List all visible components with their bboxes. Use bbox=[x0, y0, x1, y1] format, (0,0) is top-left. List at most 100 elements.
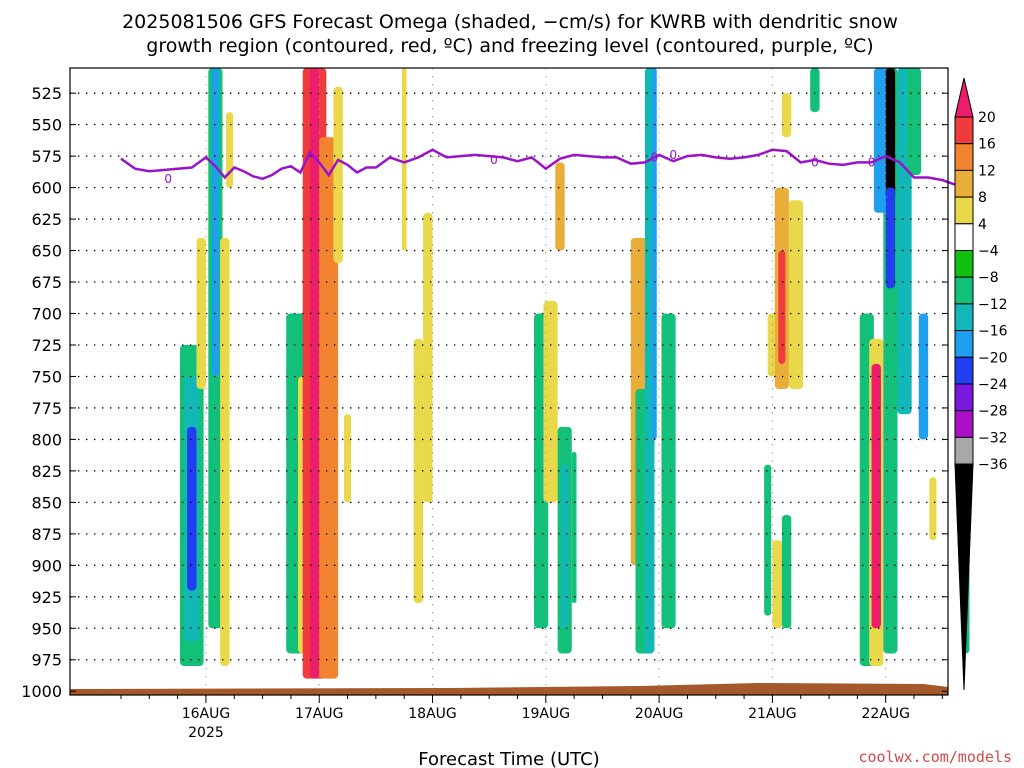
colorbar-segment-12 bbox=[954, 410, 974, 438]
omega-cell-37 bbox=[810, 68, 820, 113]
omega-cell-32 bbox=[788, 200, 804, 390]
freezing-level-label-0: 0 bbox=[164, 172, 172, 186]
omega-cell-28 bbox=[661, 313, 676, 629]
omega-cell-17 bbox=[423, 212, 433, 503]
colorbar-segment-5 bbox=[954, 223, 974, 252]
freezing-level-label-3: 0 bbox=[669, 148, 677, 162]
y-tick-label-975: 975 bbox=[31, 651, 62, 670]
omega-cell-35 bbox=[772, 540, 782, 629]
y-tick-label-825: 825 bbox=[31, 462, 62, 481]
y-tick-label-675: 675 bbox=[31, 273, 62, 292]
y-tick-label-950: 950 bbox=[31, 619, 62, 638]
colorbar-label-9: −20 bbox=[978, 350, 1008, 366]
x-axis-title: Forecast Time (UTC) bbox=[418, 749, 599, 768]
omega-cell-12 bbox=[319, 137, 339, 679]
omega-cell-6 bbox=[220, 237, 230, 667]
omega-cell-15 bbox=[401, 68, 407, 251]
colorbar-label-4: 4 bbox=[978, 217, 987, 233]
y-tick-label-925: 925 bbox=[31, 588, 62, 607]
omega-cell-21 bbox=[561, 464, 569, 629]
omega-cell-3 bbox=[196, 237, 206, 390]
x-tick-label-17AUG: 17AUG bbox=[295, 706, 344, 722]
y-tick-label-775: 775 bbox=[31, 399, 62, 418]
x-tick-sublabel-16AUG: 2025 bbox=[188, 725, 224, 741]
y-tick-label-750: 750 bbox=[31, 367, 62, 386]
x-tick-label-16AUG: 16AUG bbox=[182, 706, 231, 722]
y-tick-label-900: 900 bbox=[31, 556, 62, 575]
plot-frame bbox=[69, 67, 949, 696]
pressure-axis: 525 550 575 600 625 650 675 700 725 750 775 800 825 8… bbox=[21, 84, 948, 701]
colorbar-segment-1 bbox=[954, 116, 974, 145]
colorbar-segment-8 bbox=[954, 303, 974, 332]
omega-shading bbox=[179, 68, 970, 679]
omega-cell-2 bbox=[187, 426, 197, 591]
colorbar-label-8: −16 bbox=[978, 324, 1008, 340]
colorbar-segment-6 bbox=[954, 250, 974, 278]
colorbar-label-2: 12 bbox=[978, 163, 996, 179]
omega-cell-46 bbox=[906, 68, 922, 176]
colorbar-label-13: −36 bbox=[978, 457, 1008, 473]
y-tick-label-625: 625 bbox=[31, 210, 62, 229]
colorbar-segment-7 bbox=[954, 276, 974, 305]
colorbar-label-3: 8 bbox=[978, 190, 987, 206]
colorbar-label-0: 20 bbox=[978, 110, 996, 126]
colorbar-label-6: −8 bbox=[978, 270, 999, 286]
omega-cell-44 bbox=[885, 187, 896, 289]
y-tick-label-1000: 1000 bbox=[21, 682, 62, 701]
y-tick-label-700: 700 bbox=[31, 305, 62, 324]
omega-cell-36 bbox=[781, 514, 792, 629]
freezing-level-label-4: 0 bbox=[811, 155, 819, 169]
x-tick-label-19AUG: 19AUG bbox=[522, 706, 571, 722]
x-tick-label-18AUG: 18AUG bbox=[408, 706, 457, 722]
freezing-level-line bbox=[120, 148, 971, 189]
y-tick-label-525: 525 bbox=[31, 84, 62, 103]
omega-cell-7 bbox=[226, 112, 234, 188]
omega-cell-47 bbox=[918, 313, 929, 440]
y-tick-label-875: 875 bbox=[31, 525, 62, 544]
x-tick-label-20AUG: 20AUG bbox=[635, 706, 684, 722]
y-tick-label-725: 725 bbox=[31, 336, 62, 355]
y-tick-label-600: 600 bbox=[31, 179, 62, 198]
omega-cell-22 bbox=[555, 162, 565, 251]
freezing-level-label-2: 0 bbox=[651, 150, 659, 164]
omega-cell-26 bbox=[644, 68, 655, 654]
colorbar-segment-10 bbox=[954, 356, 974, 385]
colorbar-top-arrow bbox=[954, 77, 974, 118]
freezing-level-label-1: 0 bbox=[490, 153, 498, 167]
omega-cell-33 bbox=[781, 93, 792, 138]
y-tick-label-850: 850 bbox=[31, 493, 62, 512]
omega-cell-23 bbox=[571, 452, 577, 604]
omega-cell-43 bbox=[885, 68, 896, 201]
omega-cell-42 bbox=[873, 68, 889, 213]
omega-cell-40 bbox=[871, 363, 881, 629]
omega-cell-27 bbox=[652, 68, 657, 440]
freezing-level-label-5: 0 bbox=[868, 155, 876, 169]
omega-cell-14 bbox=[344, 414, 352, 503]
omega-cell-16 bbox=[413, 338, 424, 604]
colorbar-label-1: 16 bbox=[978, 137, 996, 153]
time-axis: 16AUG 2025 17AUG 18AUG 19AUG 20AUG 21AUG 22AUG bbox=[120, 695, 943, 741]
omega-cell-13 bbox=[333, 86, 343, 264]
omega-cell-48 bbox=[929, 477, 937, 541]
omega-cell-11 bbox=[309, 68, 320, 679]
colorbar-segment-3 bbox=[954, 169, 974, 198]
y-tick-label-800: 800 bbox=[31, 430, 62, 449]
colorbar-label-12: −32 bbox=[978, 430, 1008, 446]
x-tick-label-22AUG: 22AUG bbox=[861, 706, 910, 722]
grid bbox=[70, 68, 948, 695]
credit-text: coolwx.com/models bbox=[858, 748, 1012, 766]
colorbar-bottom-arrow bbox=[954, 463, 974, 691]
colorbar-segment-13 bbox=[954, 436, 974, 465]
colorbar-label-11: −28 bbox=[978, 404, 1008, 420]
y-tick-label-575: 575 bbox=[31, 147, 62, 166]
colorbar-label-7: −12 bbox=[978, 297, 1008, 313]
colorbar-segment-9 bbox=[954, 330, 974, 358]
terrain-surface bbox=[70, 683, 948, 695]
colorbar-segment-4 bbox=[954, 196, 974, 225]
omega-cell-5 bbox=[211, 68, 219, 377]
colorbar: 20 16 12 8 4 −4 −8 −12 −16 −20 −24 −28 −32 −36 bbox=[954, 77, 1008, 691]
colorbar-segment-11 bbox=[954, 383, 974, 412]
colorbar-label-10: −24 bbox=[978, 377, 1008, 393]
omega-cell-34 bbox=[764, 464, 772, 616]
